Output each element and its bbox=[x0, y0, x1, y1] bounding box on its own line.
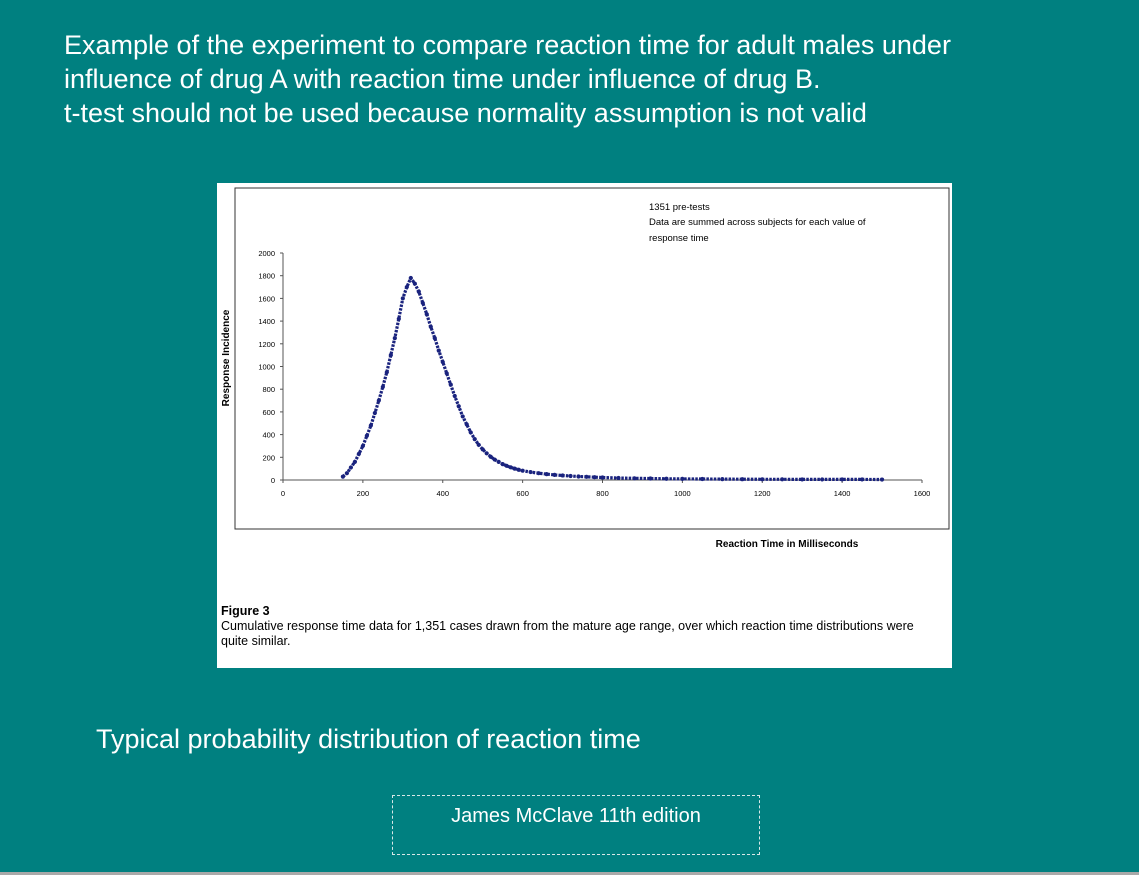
y-tick-label: 400 bbox=[262, 431, 275, 440]
annotation-line-3: response time bbox=[649, 233, 709, 244]
x-tick-label: 600 bbox=[516, 489, 529, 498]
y-tick-label: 1000 bbox=[258, 363, 275, 372]
x-tick-label: 1000 bbox=[674, 489, 691, 498]
x-axis-label: Reaction Time in Milliseconds bbox=[716, 539, 859, 550]
annotation-line-1: 1351 pre-tests bbox=[649, 202, 710, 213]
y-tick-label: 2000 bbox=[258, 249, 275, 258]
title-line-2: influence of drug A with reaction time u… bbox=[64, 64, 821, 94]
x-tick-label: 1200 bbox=[754, 489, 771, 498]
reaction-time-chart: 1351 pre-tests Data are summed across su… bbox=[221, 187, 950, 550]
y-tick-label: 600 bbox=[262, 408, 275, 417]
credit-box: James McClave 11th edition bbox=[392, 795, 760, 855]
annotation-line-2: Data are summed across subjects for each… bbox=[649, 217, 866, 228]
slide-title: Example of the experiment to compare rea… bbox=[64, 28, 1114, 130]
x-tick-label: 0 bbox=[281, 489, 285, 498]
caption-heading: Figure 3 bbox=[221, 604, 270, 618]
x-tick-label: 200 bbox=[357, 489, 370, 498]
figure-panel: 1351 pre-tests Data are summed across su… bbox=[217, 183, 952, 668]
y-tick-label: 200 bbox=[262, 453, 275, 462]
y-tick-label: 800 bbox=[262, 385, 275, 394]
chart-frame bbox=[234, 187, 950, 530]
y-tick-label: 1800 bbox=[258, 272, 275, 281]
data-trace bbox=[341, 276, 883, 482]
chart-annotation: 1351 pre-tests Data are summed across su… bbox=[649, 202, 866, 244]
figure-caption: Figure 3 Cumulative response time data f… bbox=[221, 604, 941, 649]
chart-points bbox=[340, 275, 885, 482]
x-tick-label: 1600 bbox=[914, 489, 931, 498]
y-tick-label: 1200 bbox=[258, 340, 275, 349]
y-tick-label: 1600 bbox=[258, 294, 275, 303]
caption-text: Cumulative response time data for 1,351 … bbox=[221, 619, 914, 648]
y-tick-label: 1400 bbox=[258, 317, 275, 326]
y-tick-label: 0 bbox=[271, 476, 275, 485]
x-tick-label: 1400 bbox=[834, 489, 851, 498]
y-axis-label: Response Incidence bbox=[221, 309, 232, 406]
credit-text: James McClave 11th edition bbox=[451, 805, 701, 827]
x-tick-label: 400 bbox=[436, 489, 449, 498]
bottom-rule bbox=[0, 872, 1139, 875]
title-line-1: Example of the experiment to compare rea… bbox=[64, 30, 951, 60]
chart-axes: 0 200 400 600 800 1000 1200 1400 1600 0 200 400 600 8… bbox=[258, 249, 930, 498]
slide-subtitle: Typical probability distribution of reac… bbox=[96, 724, 641, 754]
x-tick-label: 800 bbox=[596, 489, 609, 498]
title-line-3: t-test should not be used because normal… bbox=[64, 98, 867, 128]
